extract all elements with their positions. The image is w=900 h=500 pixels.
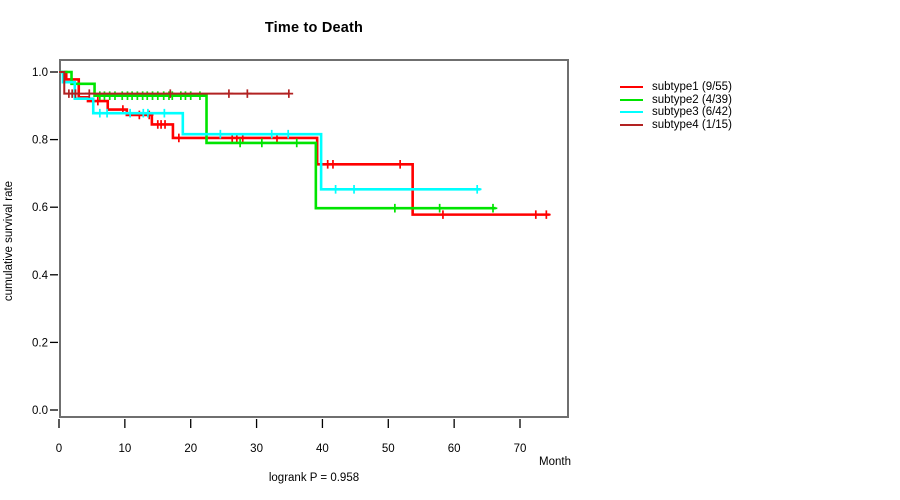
km-series-4 xyxy=(59,71,294,98)
y-tick-label: 0.4 xyxy=(32,270,49,282)
legend-label-subtype3: subtype3 (6/42) xyxy=(652,106,732,118)
y-tick-label: 0.2 xyxy=(32,337,48,349)
legend-item-subtype4: subtype4 (1/15) xyxy=(620,119,732,132)
x-tick-label: 70 xyxy=(514,443,527,455)
censor-marks-3 xyxy=(95,108,482,194)
x-tick-label: 0 xyxy=(56,443,62,455)
y-axis-label: cumulative survival rate xyxy=(3,180,15,302)
legend-item-subtype3: subtype3 (6/42) xyxy=(620,106,732,119)
y-axis-ticks: 0.0 0.2 0.4 0.6 0.8 1.0 xyxy=(32,67,58,417)
legend: subtype1 (9/55) subtype2 (4/39) subtype3… xyxy=(620,81,732,131)
y-tick-label: 0.8 xyxy=(32,135,48,147)
x-tick-label: 40 xyxy=(316,443,329,455)
legend-label-subtype4: subtype4 (1/15) xyxy=(652,118,732,131)
x-tick-label: 60 xyxy=(448,443,461,455)
censor-marks-1 xyxy=(93,96,551,219)
x-axis-label: Month xyxy=(539,456,571,468)
y-tick-label: 0.6 xyxy=(32,202,48,214)
km-series-2 xyxy=(59,70,498,213)
legend-line-swatch-subtype2 xyxy=(620,98,643,101)
legend-item-subtype2: subtype2 (4/39) xyxy=(620,94,732,107)
legend-label-subtype2: subtype2 (4/39) xyxy=(652,93,732,106)
km-series-3 xyxy=(59,70,482,194)
x-tick-label: 10 xyxy=(118,443,131,455)
logrank-pvalue-text: logrank P = 0.958 xyxy=(268,472,360,484)
plot-box xyxy=(59,59,569,418)
x-axis-ticks: 0 10 20 30 40 50 60 70 xyxy=(56,419,527,455)
legend-line-swatch-subtype1 xyxy=(620,86,643,89)
legend-line-swatch-subtype4 xyxy=(620,123,643,126)
legend-item-subtype1: subtype1 (9/55) xyxy=(620,81,732,94)
km-curve-3 xyxy=(59,70,481,191)
chart-title: Time to Death xyxy=(264,20,364,36)
x-tick-label: 50 xyxy=(382,443,395,455)
censor-marks-2 xyxy=(95,91,498,213)
censor-marks-4 xyxy=(64,89,294,98)
y-tick-label: 0.0 xyxy=(32,405,48,417)
x-tick-label: 30 xyxy=(250,443,263,455)
km-curve-4 xyxy=(59,71,290,95)
legend-line-swatch-subtype3 xyxy=(620,111,643,114)
legend-label-subtype1: subtype1 (9/55) xyxy=(652,81,732,93)
x-tick-label: 20 xyxy=(184,443,197,455)
y-tick-label: 1.0 xyxy=(32,67,48,79)
